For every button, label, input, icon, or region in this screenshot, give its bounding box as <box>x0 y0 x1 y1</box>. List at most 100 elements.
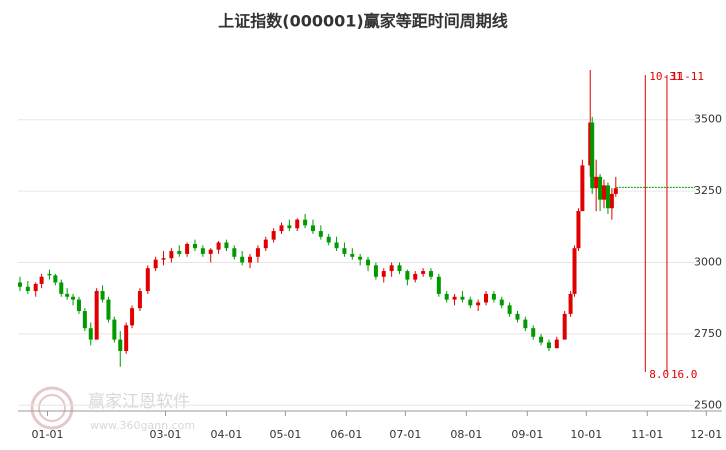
x-tick-label: 11-01 <box>631 428 663 441</box>
candle-body <box>342 248 347 254</box>
candle-body <box>507 305 512 314</box>
candle-body <box>255 248 260 257</box>
candle-body <box>428 271 433 277</box>
candle-body <box>153 259 158 269</box>
candle-body <box>389 265 394 272</box>
candle-body <box>568 293 573 314</box>
candle-body <box>25 286 30 292</box>
candle-body <box>326 236 331 243</box>
candle-body <box>145 268 150 292</box>
candle-body <box>88 328 93 340</box>
candle-body <box>271 231 276 240</box>
x-tick-label: 05-01 <box>269 428 301 441</box>
x-tick-label: 08-01 <box>450 428 482 441</box>
candle-body <box>397 265 402 272</box>
candle-body <box>216 242 221 250</box>
x-tick-label: 10-01 <box>570 428 602 441</box>
candle-body <box>161 258 166 260</box>
candle-body <box>598 176 603 200</box>
candle-body <box>124 325 129 352</box>
chart-title: 上证指数(000001)赢家等距时间周期线 <box>218 12 507 31</box>
candle-body <box>499 299 504 306</box>
candle-body <box>287 225 292 229</box>
candle-body <box>53 275 58 283</box>
candle-body <box>491 293 496 300</box>
candle-body <box>263 239 268 249</box>
candle-body <box>200 248 205 254</box>
watermark: 赢家江恩软件 <box>88 392 190 412</box>
watermark-logo <box>30 386 74 430</box>
candle-body <box>366 259 371 266</box>
candle-body <box>65 293 70 297</box>
candle-body <box>185 243 190 254</box>
candle-body <box>373 265 378 277</box>
candle-body <box>580 165 585 212</box>
candle-body <box>421 271 426 274</box>
candle-body <box>303 219 308 226</box>
candle-body <box>71 296 76 300</box>
cycle-bottom-label: 16.0 <box>671 368 698 381</box>
candle-body <box>436 276 441 294</box>
candle-body <box>279 225 284 232</box>
watermark-url: www.360gann.com <box>90 419 195 432</box>
candle-body <box>295 219 300 229</box>
candle-body <box>460 296 465 300</box>
candle-body <box>240 256 245 263</box>
candle-body <box>248 256 253 263</box>
cycle-label: 10-31 <box>649 70 682 83</box>
candle-body <box>576 211 581 249</box>
cycle-bottom-label: 8.0 <box>649 368 669 381</box>
candle-body <box>17 282 22 287</box>
candle-body <box>452 296 457 300</box>
candle-body <box>177 251 182 254</box>
candle-body <box>594 176 599 189</box>
candle-body <box>546 342 551 349</box>
x-tick-label: 06-01 <box>330 428 362 441</box>
candle-body <box>118 339 123 352</box>
candle-body <box>59 282 64 294</box>
candle-body <box>169 251 174 259</box>
y-tick-label: 2750 <box>694 327 722 340</box>
candle-body <box>381 271 386 277</box>
candle-body <box>334 242 339 249</box>
candle-body <box>76 299 81 312</box>
candle-body <box>130 308 135 326</box>
candle-body <box>609 193 614 209</box>
candle-body <box>531 328 536 337</box>
candle-body <box>413 273 418 280</box>
candle-body <box>232 248 237 257</box>
candle-body <box>554 339 559 349</box>
candle-body <box>106 299 111 320</box>
candle-body <box>484 293 489 303</box>
candle-body <box>33 283 38 292</box>
candle-body <box>572 248 577 294</box>
y-tick-label: 3250 <box>694 184 722 197</box>
candle-body <box>47 273 52 276</box>
y-tick-label: 2500 <box>694 398 722 411</box>
candle-body <box>94 291 99 340</box>
candle-body <box>82 311 87 329</box>
candle-body <box>192 243 197 249</box>
x-tick-label: 01-01 <box>32 428 64 441</box>
candle-body <box>523 319 528 329</box>
candle-body <box>590 122 595 189</box>
x-tick-label: 12-01 <box>690 428 722 441</box>
candle-body <box>468 299 473 306</box>
candle-body <box>39 276 44 284</box>
x-tick-label: 03-01 <box>150 428 182 441</box>
y-tick-label: 3500 <box>694 113 722 126</box>
x-tick-label: 04-01 <box>210 428 242 441</box>
candle-body <box>100 291 105 300</box>
candle-body <box>476 302 481 306</box>
candle-body <box>613 188 618 194</box>
x-tick-label: 09-01 <box>511 428 543 441</box>
y-tick-label: 3000 <box>694 255 722 268</box>
candle-body <box>539 336 544 343</box>
candle-body <box>602 185 607 200</box>
candle-body <box>605 185 610 209</box>
candle-body <box>350 253 355 257</box>
candle-body <box>562 313 567 340</box>
x-tick-label: 07-01 <box>389 428 421 441</box>
candle-body <box>515 313 520 320</box>
